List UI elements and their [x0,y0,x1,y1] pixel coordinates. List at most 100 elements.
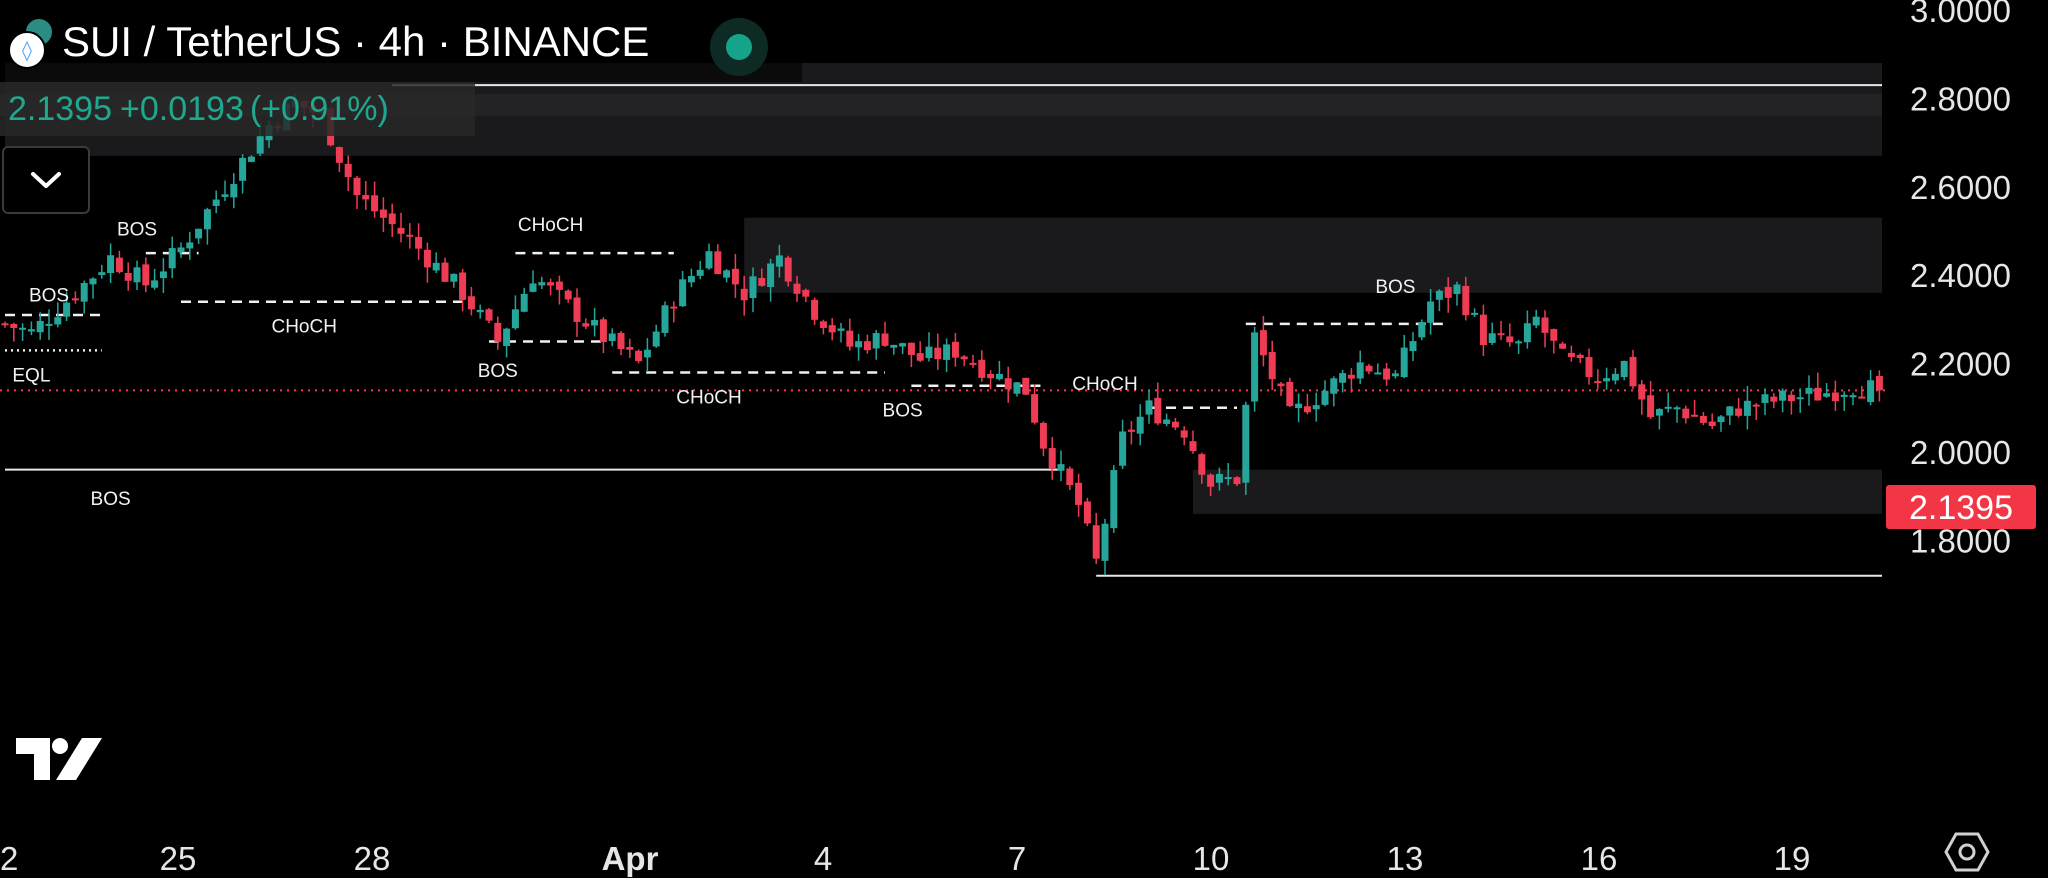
candle-body [934,347,942,360]
collapse-legend-button[interactable] [2,146,90,214]
x-tick-label: 7 [1008,840,1026,877]
candle-body [494,322,502,342]
x-tick-label: 13 [1387,840,1424,877]
candle-body [846,330,854,347]
candle-body [1251,332,1259,402]
symbol-title[interactable]: SUI / TetherUS · 4h · BINANCE [62,18,650,65]
candle-body [1163,419,1171,424]
candle-body [1787,394,1795,402]
candle-body [476,309,484,313]
candle-body [503,328,511,347]
candle-body [1321,390,1329,405]
candle-body [591,320,599,326]
candle-body [1198,454,1206,475]
candle-body [635,350,643,362]
candle-body [142,264,150,286]
candle-body [1083,501,1091,524]
y-tick-label: 2.4000 [1910,257,2011,294]
candle-body [1110,470,1118,529]
candle-body [916,353,924,361]
candle-body [1031,394,1039,423]
candle-body [775,255,783,267]
candle-body [1875,376,1883,391]
candle-body [1277,383,1285,387]
settings-hex-icon[interactable] [1944,832,1990,872]
candle-body [1735,408,1743,416]
candle-body [802,289,810,297]
candle-body [1770,396,1778,402]
candle-body [1075,482,1083,505]
tradingview-logo-icon[interactable] [14,736,104,782]
x-tick-label: 25 [160,840,197,877]
candle-body [863,341,871,351]
candle-body [1691,414,1699,417]
market-status-icon[interactable] [710,18,768,76]
candlesticks [1,93,1883,576]
annotation-eql: EQL [12,365,50,386]
annotation-bos: BOS [91,489,131,510]
candle-body [1867,380,1875,403]
candle-body [256,136,264,154]
symbol-title-row[interactable]: ◊ SUI / TetherUS · 4h · BINANCE [0,17,650,69]
candle-body [1,323,9,326]
candle-body [1145,400,1153,415]
candle-body [784,257,792,282]
candle-body [1057,464,1065,471]
candle-body [872,333,880,349]
candle-body [1127,429,1135,432]
annotation-choch: CHoCH [676,387,741,408]
candle-body [459,272,467,300]
candle-body [1356,362,1364,379]
annotation-choch: CHoCH [271,317,336,338]
candle-body [1805,387,1813,394]
candle-body [247,156,255,162]
candle-body [1638,384,1646,400]
candle-body [186,242,194,249]
candle-body [159,271,167,279]
candle-body [1224,477,1232,480]
candle-body [124,272,132,281]
candle-body [582,323,590,327]
candle-body [1383,368,1391,380]
candle-body [98,272,106,276]
candle-body [335,147,343,163]
candle-body [115,257,123,273]
candle-body [547,282,555,286]
candle-body [907,342,915,355]
candle-body [819,321,827,328]
candle-body [1259,330,1267,356]
candle-body [573,297,581,322]
candle-body [80,283,88,302]
candle-body [177,247,185,253]
candle-body [1497,333,1505,336]
candle-body [1418,322,1426,338]
candle-body [230,184,238,198]
candle-body [1532,316,1540,326]
candle-body [705,251,713,269]
time-axis[interactable]: 22 25 28 Apr 4 7 10 13 16 19 [0,840,1810,877]
candle-body [1550,329,1558,341]
candle-body [1479,314,1487,346]
candle-body [1180,430,1188,438]
candle-body [652,331,660,347]
candle-body [1515,341,1523,344]
candle-body [1004,378,1012,390]
candle-body [995,373,1003,380]
candle-body [107,255,115,274]
candle-body [661,305,669,333]
candle-body [767,263,775,287]
candle-body [626,346,634,350]
candle-body [1752,404,1760,407]
candle-body [1655,409,1663,416]
candle-body [564,290,572,300]
candle-body [1726,406,1734,416]
candle-body [925,346,933,359]
price-axis[interactable]: 3.00002.80002.60002.40002.20002.00001.80… [1910,0,2011,559]
current-price-tag-text: 2.1395 [1909,489,2013,527]
candle-body [1585,357,1593,378]
candle-body [890,344,898,348]
candle-body [1374,372,1382,375]
candle-body [828,325,836,333]
candle-body [195,228,203,239]
candle-body [1647,395,1655,418]
